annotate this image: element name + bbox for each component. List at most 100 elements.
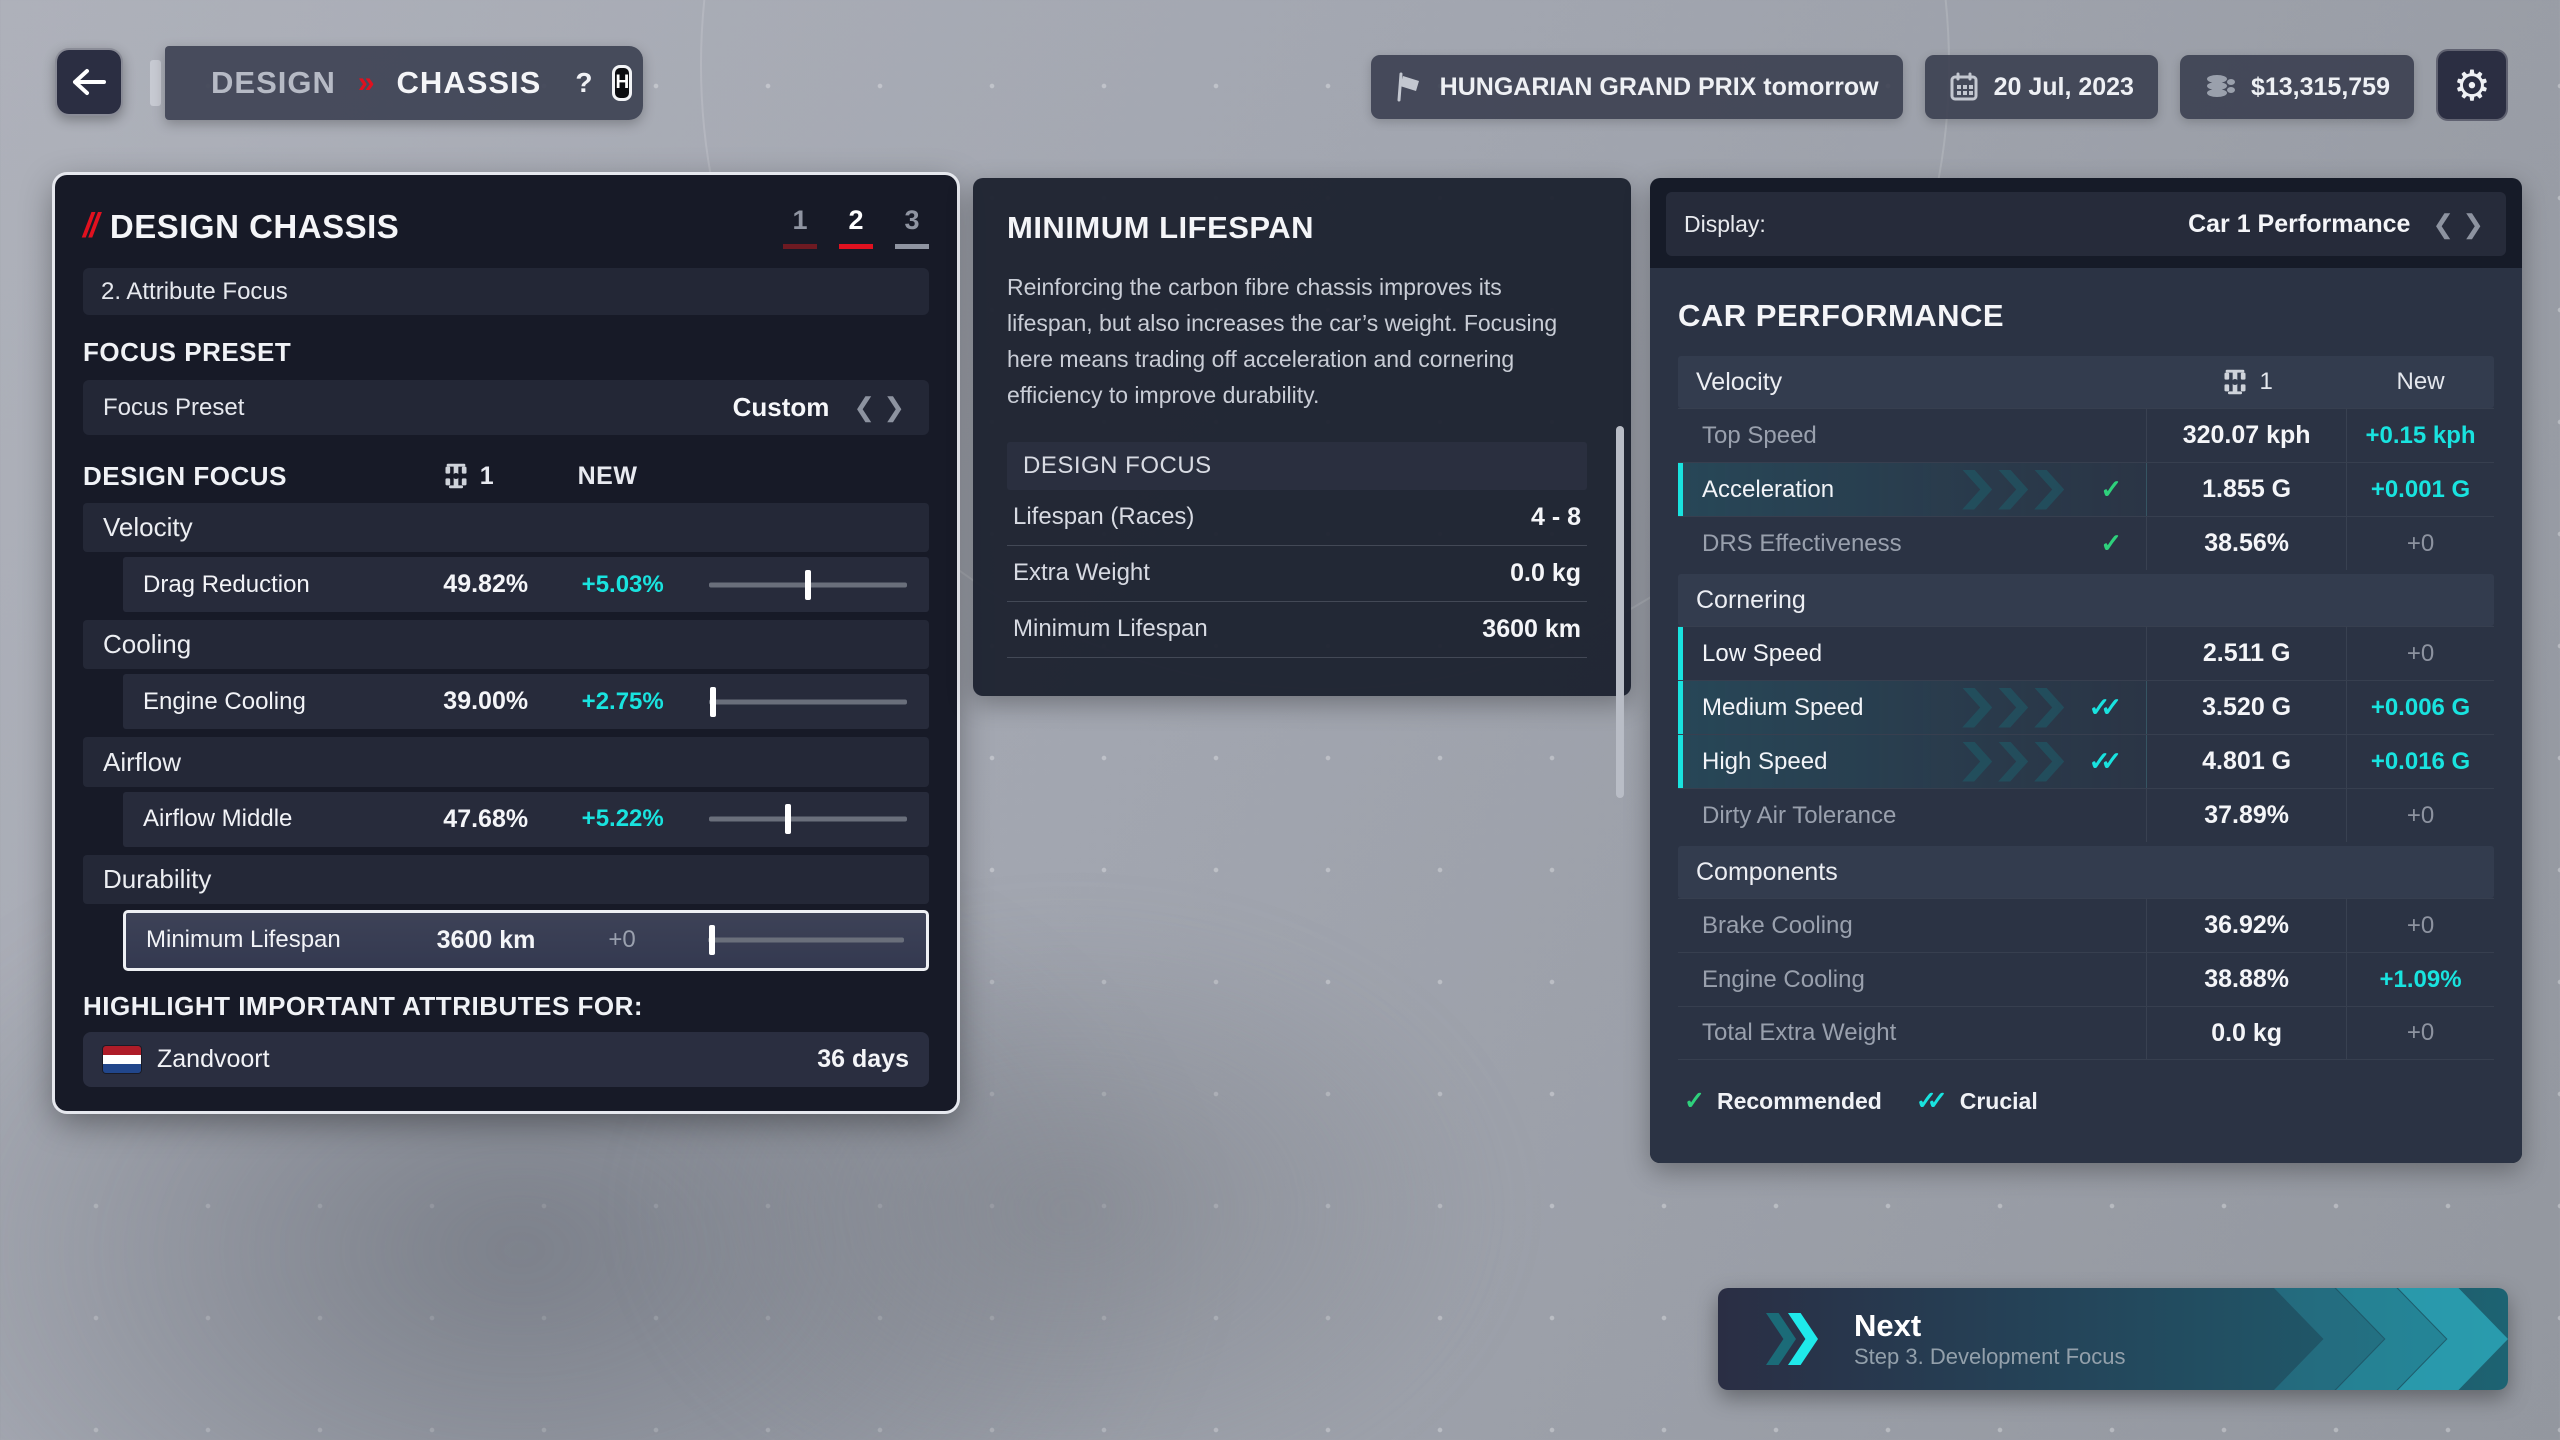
legend-crucial: ✓✓ Crucial <box>1915 1087 2038 1115</box>
recommended-check-icon: ✓ <box>2100 528 2122 558</box>
race-flag-icon <box>1397 72 1419 102</box>
step-indicator: 1 2 3 <box>783 205 929 249</box>
highlight-heading: HIGHLIGHT IMPORTANT ATTRIBUTES FOR: <box>83 990 644 1021</box>
top-right-bar: HUNGARIAN GRAND PRIX tomorrow 20 Jul, 20… <box>1370 49 2508 121</box>
money-label: $13,315,759 <box>2250 72 2390 101</box>
breadcrumb-accent-bar <box>150 60 161 106</box>
back-arrow-icon <box>73 69 106 95</box>
highlight-track-row[interactable]: Zandvoort 36 days <box>83 1031 929 1088</box>
airflow-middle-slider[interactable] <box>709 792 907 847</box>
minimum-lifespan-info-panel: MINIMUM LIFESPAN Reinforcing the carbon … <box>973 178 1631 798</box>
group-cooling: Cooling <box>83 620 929 670</box>
focus-chevrons-icon <box>1962 469 2065 510</box>
race-banner-label: HUNGARIAN GRAND PRIX tomorrow <box>1439 72 1879 101</box>
perf-row-acceleration: Acceleration ✓ 1.855 G +0.001 G <box>1678 462 2494 516</box>
date-badge[interactable]: 20 Jul, 2023 <box>1924 55 2158 119</box>
breadcrumb-separator-icon: » <box>357 66 375 99</box>
perf-row-high-speed: High Speed ✓✓ 4.801 G +0.016 G <box>1678 734 2494 788</box>
info-row-minimum-lifespan: Minimum Lifespan 3600 km <box>1007 602 1587 658</box>
info-description: Reinforcing the carbon fibre chassis imp… <box>1007 274 1558 408</box>
perf-row-dirty-air-tolerance: Dirty Air Tolerance 37.89% +0 <box>1678 788 2494 842</box>
minimum-lifespan-slider[interactable] <box>708 913 904 968</box>
crucial-check-icon: ✓✓ <box>1915 1087 1948 1115</box>
scrollbar-thumb[interactable] <box>1616 426 1624 798</box>
slider-handle[interactable] <box>805 569 812 600</box>
gear-icon: ⚙ <box>2453 61 2491 109</box>
title-slashes-icon: // <box>83 207 99 246</box>
help-button[interactable]: ? <box>575 67 593 98</box>
preset-next-icon[interactable]: ❯ <box>883 392 905 423</box>
recommended-check-icon: ✓ <box>1684 1087 1705 1115</box>
engine-cooling-slider[interactable] <box>709 674 907 729</box>
legend: ✓ Recommended ✓✓ Crucial <box>1678 1086 2494 1116</box>
perf-row-top-speed: Top Speed 320.07 kph +0.15 kph <box>1678 408 2494 462</box>
coins-icon <box>2206 75 2235 97</box>
display-selector[interactable]: Display: Car 1 Performance ❮ ❯ <box>1666 192 2506 256</box>
performance-content: CAR PERFORMANCE Velocity 1 New <box>1650 268 2522 1163</box>
attr-row-minimum-lifespan[interactable]: Minimum Lifespan 3600 km +0 <box>123 909 929 971</box>
section-cornering: Cornering <box>1678 574 2494 626</box>
focus-chevrons-icon <box>1962 687 2065 728</box>
next-button-sublabel: Step 3. Development Focus <box>1854 1343 2126 1369</box>
section-velocity: Velocity 1 New <box>1678 356 2494 408</box>
info-title: MINIMUM LIFESPAN <box>1007 210 1315 245</box>
f1-car-icon <box>2224 369 2246 395</box>
current-car-number: 1 <box>479 461 495 490</box>
chevron-decoration <box>2274 1288 2508 1390</box>
display-label: Display: <box>1684 210 1766 237</box>
info-row-extra-weight: Extra Weight 0.0 kg <box>1007 546 1587 602</box>
design-chassis-panel: // DESIGN CHASSIS 1 2 3 2. Attribute Foc… <box>55 175 957 1111</box>
money-badge[interactable]: $13,315,759 <box>2179 55 2414 119</box>
crucial-check-icon: ✓✓ <box>2088 692 2122 722</box>
attr-row-engine-cooling[interactable]: Engine Cooling 39.00% +2.75% <box>123 674 929 730</box>
settings-button[interactable]: ⚙ <box>2436 49 2508 121</box>
display-next-icon[interactable]: ❯ <box>2462 208 2484 239</box>
focus-chevrons-icon <box>1962 741 2065 782</box>
design-panel-title: DESIGN CHASSIS <box>109 207 400 245</box>
slider-handle[interactable] <box>785 804 792 835</box>
crucial-check-icon: ✓✓ <box>2088 746 2122 776</box>
focus-preset-heading: FOCUS PRESET <box>83 337 292 368</box>
group-velocity: Velocity <box>83 502 929 553</box>
race-banner[interactable]: HUNGARIAN GRAND PRIX tomorrow <box>1370 55 1903 119</box>
slider-handle[interactable] <box>710 686 717 717</box>
breadcrumb: DESIGN » CHASSIS ? H <box>165 46 643 120</box>
focus-preset-label: Focus Preset <box>103 393 245 421</box>
next-button-label: Next <box>1854 1308 1922 1344</box>
next-button[interactable]: Next Step 3. Development Focus <box>1718 1288 2508 1390</box>
design-focus-header: DESIGN FOCUS 1 NEW <box>83 457 929 494</box>
focus-preset-value: Custom <box>732 392 830 423</box>
netherlands-flag-icon <box>103 1046 141 1074</box>
breadcrumb-page: CHASSIS <box>396 65 542 100</box>
step-2[interactable]: 2 <box>839 205 873 249</box>
section-components: Components <box>1678 846 2494 898</box>
step-subtitle: 2. Attribute Focus <box>83 268 929 316</box>
date-label: 20 Jul, 2023 <box>1993 72 2134 101</box>
design-focus-heading: DESIGN FOCUS <box>83 460 287 491</box>
perf-row-low-speed: Low Speed 2.511 G +0 <box>1678 626 2494 680</box>
current-car-number: 1 <box>2259 368 2273 395</box>
step-3[interactable]: 3 <box>895 205 929 249</box>
back-button[interactable] <box>55 48 123 116</box>
display-value: Car 1 Performance <box>2188 209 2411 238</box>
drag-reduction-slider[interactable] <box>709 557 907 612</box>
car-performance-panel: Display: Car 1 Performance ❮ ❯ CAR PERFO… <box>1650 178 2522 1163</box>
info-row-lifespan-races: Lifespan (Races) 4 - 8 <box>1007 490 1587 546</box>
current-car-column: 1 <box>396 462 540 491</box>
attr-row-drag-reduction[interactable]: Drag Reduction 49.82% +5.03% <box>123 557 929 613</box>
recommended-check-icon: ✓ <box>2100 474 2122 504</box>
double-chevron-icon <box>1766 1313 1818 1365</box>
performance-title: CAR PERFORMANCE <box>1678 298 2005 333</box>
hotkey-badge[interactable]: H <box>612 65 633 101</box>
display-prev-icon[interactable]: ❮ <box>2432 208 2455 239</box>
new-column-label: New <box>2396 368 2445 395</box>
slider-handle[interactable] <box>708 925 715 956</box>
legend-recommended: ✓ Recommended <box>1684 1087 1882 1115</box>
group-airflow: Airflow <box>83 737 929 787</box>
breadcrumb-section[interactable]: DESIGN <box>211 65 336 100</box>
group-durability: Durability <box>83 854 929 904</box>
preset-prev-icon[interactable]: ❮ <box>853 392 876 423</box>
attr-row-airflow-middle[interactable]: Airflow Middle 47.68% +5.22% <box>123 791 929 847</box>
focus-preset-selector[interactable]: Focus Preset Custom ❮ ❯ <box>83 380 929 436</box>
step-1[interactable]: 1 <box>783 205 817 249</box>
